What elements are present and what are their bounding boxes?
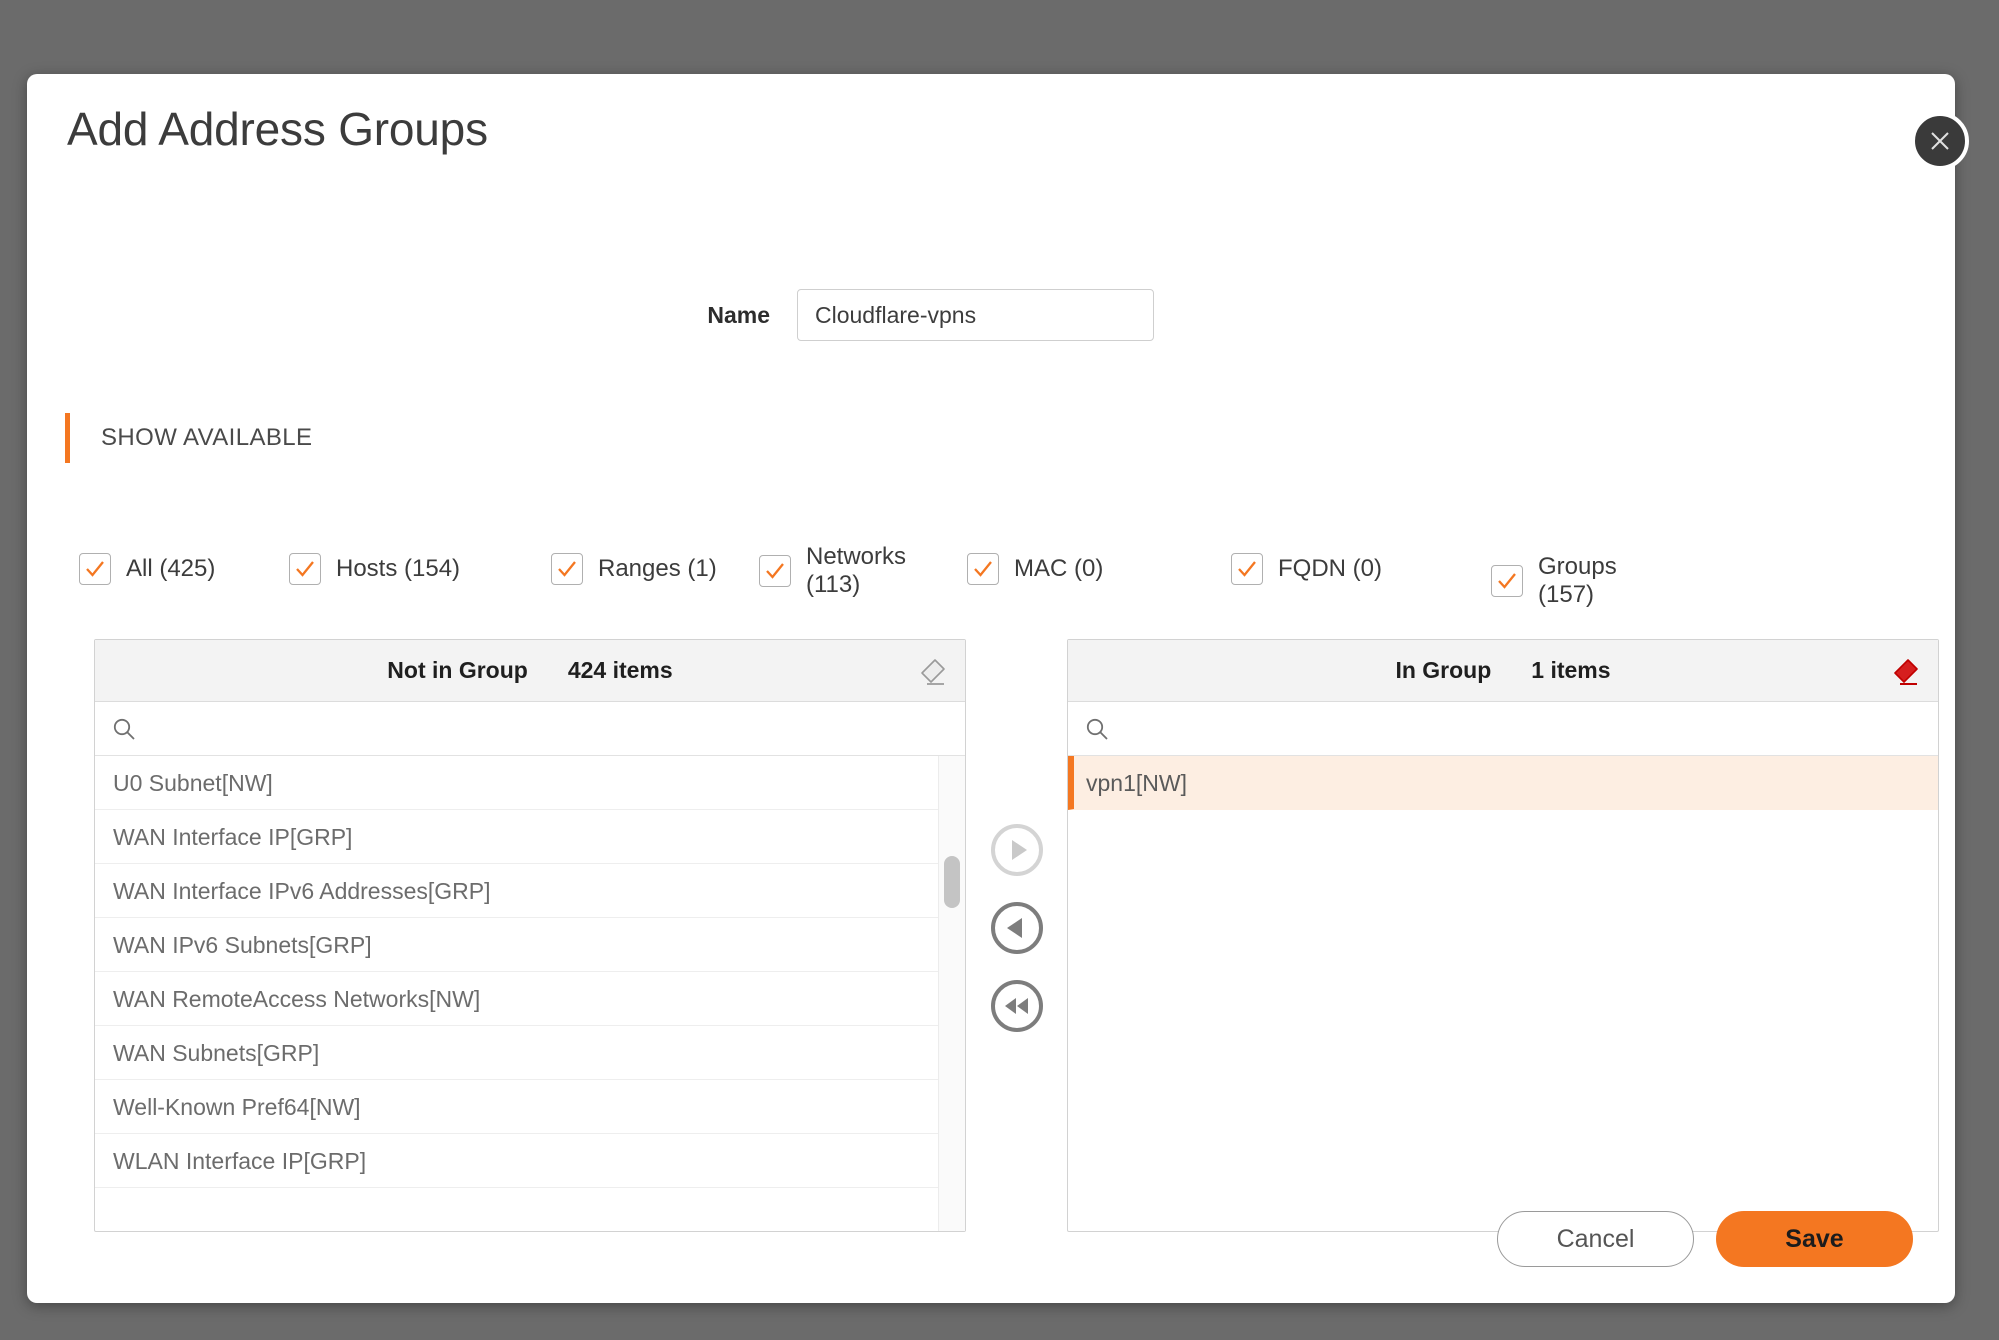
- filter-ranges-label: Ranges (1): [598, 554, 717, 582]
- search-icon: [1084, 716, 1110, 742]
- add-address-groups-dialog: Add Address Groups Name SHOW AVAILABLE A…: [27, 74, 1955, 1303]
- checkbox-all[interactable]: [79, 553, 111, 585]
- filter-groups[interactable]: Groups (157): [1491, 553, 1663, 610]
- dialog-footer: Cancel Save: [1497, 1211, 1913, 1267]
- move-left-button[interactable]: [989, 900, 1045, 956]
- filter-all-label: All (425): [126, 554, 216, 582]
- in-group-header: In Group 1 items: [1068, 640, 1938, 702]
- checkbox-ranges[interactable]: [551, 553, 583, 585]
- list-item[interactable]: WAN IPv6 Subnets[GRP]: [95, 918, 965, 972]
- not-in-group-panel: Not in Group 424 items: [94, 639, 966, 1232]
- not-in-group-search-row[interactable]: [95, 702, 965, 756]
- filter-all[interactable]: All (425): [79, 553, 215, 585]
- filter-mac[interactable]: MAC (0): [967, 553, 1103, 585]
- search-icon: [111, 716, 137, 742]
- filter-networks-label: Networks (113): [806, 543, 907, 599]
- list-item[interactable]: WAN RemoteAccess Networks[NW]: [95, 972, 965, 1026]
- checkbox-hosts[interactable]: [289, 553, 321, 585]
- save-button[interactable]: Save: [1716, 1211, 1913, 1267]
- in-group-list: vpn1[NW]: [1068, 756, 1938, 1231]
- list-item[interactable]: WAN Subnets[GRP]: [95, 1026, 965, 1080]
- in-group-search-input[interactable]: [1118, 702, 1938, 755]
- in-group-count: 1 items: [1531, 657, 1611, 683]
- in-group-title: In Group: [1395, 657, 1492, 683]
- filter-hosts[interactable]: Hosts (154): [289, 553, 460, 585]
- filter-fqdn[interactable]: FQDN (0): [1231, 553, 1382, 585]
- not-in-group-search-input[interactable]: [145, 702, 965, 755]
- in-group-search-row[interactable]: [1068, 702, 1938, 756]
- not-in-group-count: 424 items: [567, 657, 673, 683]
- not-in-group-list: U0 Subnet[NW] WAN Interface IP[GRP] WAN …: [95, 756, 965, 1231]
- filter-hosts-label: Hosts (154): [336, 554, 461, 582]
- show-available-section-header: SHOW AVAILABLE: [65, 413, 312, 463]
- filter-groups-label: Groups (157): [1538, 553, 1617, 609]
- list-item[interactable]: WLAN Interface IP[GRP]: [95, 1134, 965, 1188]
- name-row: Name: [27, 289, 1955, 341]
- filter-checkbox-row: All (425) Hosts (154) Ranges (1) Network…: [79, 529, 1929, 609]
- checkbox-mac[interactable]: [967, 553, 999, 585]
- cancel-button[interactable]: Cancel: [1497, 1211, 1694, 1267]
- list-item[interactable]: WAN Interface IPv6 Addresses[GRP]: [95, 864, 965, 918]
- clear-left-eraser-icon[interactable]: [915, 654, 949, 688]
- section-title: SHOW AVAILABLE: [101, 424, 313, 451]
- checkbox-fqdn[interactable]: [1231, 553, 1263, 585]
- filter-fqdn-label: FQDN (0): [1278, 554, 1382, 582]
- checkbox-groups[interactable]: [1491, 565, 1523, 598]
- in-group-panel: In Group 1 items: [1067, 639, 1939, 1232]
- close-button[interactable]: [1911, 112, 1969, 170]
- list-item[interactable]: U0 Subnet[NW]: [95, 756, 965, 810]
- checkbox-networks[interactable]: [759, 555, 791, 588]
- list-item[interactable]: Well-Known Pref64[NW]: [95, 1080, 965, 1134]
- page-title: Add Address Groups: [67, 103, 488, 155]
- not-in-group-title: Not in Group: [387, 657, 528, 683]
- list-scrollbar-track[interactable]: [938, 756, 965, 1231]
- move-all-left-button[interactable]: [989, 978, 1045, 1034]
- close-icon: [1931, 132, 1949, 150]
- filter-networks[interactable]: Networks (113): [759, 543, 931, 600]
- not-in-group-header: Not in Group 424 items: [95, 640, 965, 702]
- move-right-button[interactable]: [989, 822, 1045, 878]
- filter-ranges[interactable]: Ranges (1): [551, 553, 717, 585]
- list-item[interactable]: vpn1[NW]: [1068, 756, 1938, 810]
- clear-right-eraser-icon[interactable]: [1888, 654, 1922, 688]
- section-accent-bar: [65, 413, 70, 463]
- transfer-button-column: [979, 822, 1055, 1034]
- list-item[interactable]: WAN Interface IP[GRP]: [95, 810, 965, 864]
- list-scrollbar-thumb[interactable]: [944, 856, 960, 908]
- filter-mac-label: MAC (0): [1014, 554, 1104, 582]
- name-input[interactable]: [797, 289, 1154, 341]
- name-label: Name: [707, 301, 770, 328]
